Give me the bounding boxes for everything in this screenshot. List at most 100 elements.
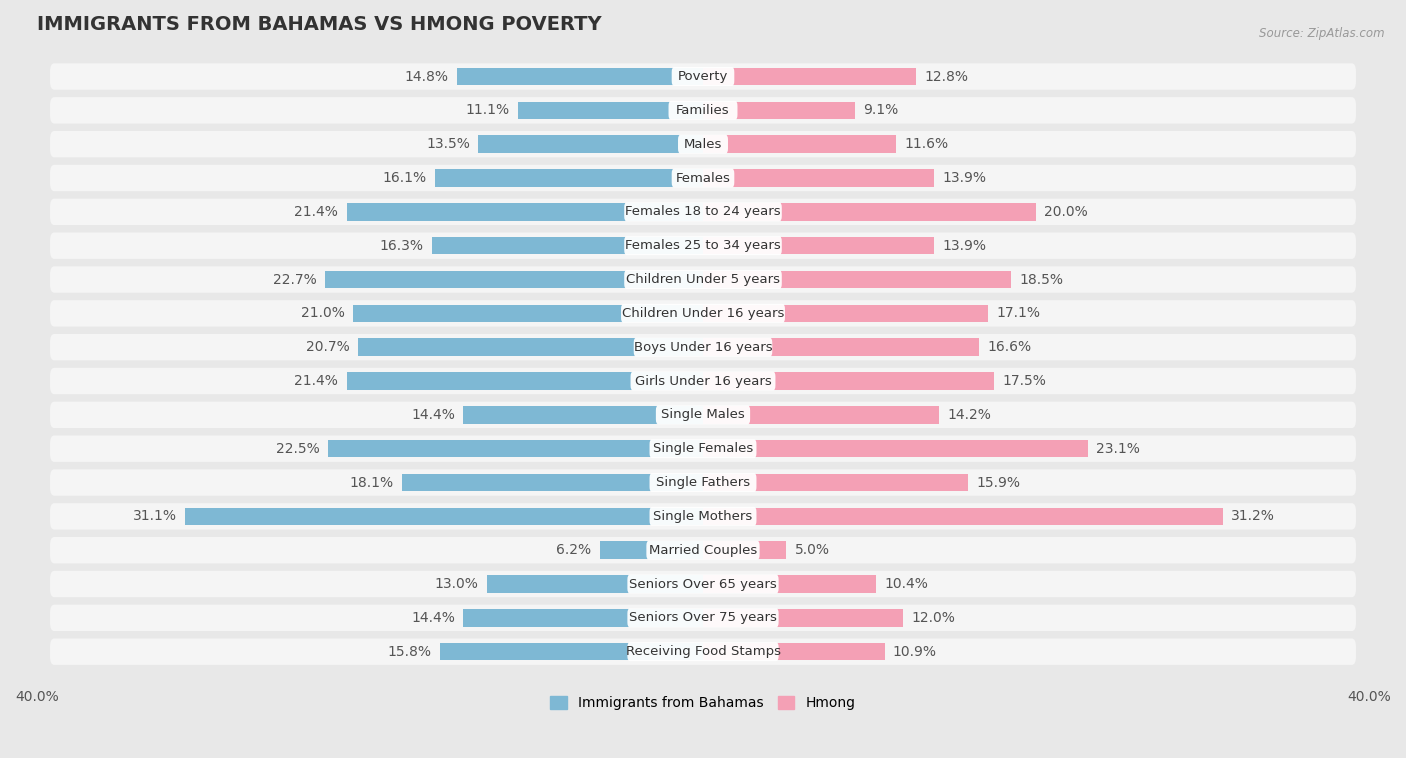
FancyBboxPatch shape	[655, 406, 751, 424]
Bar	[703, 541, 786, 559]
Bar	[359, 338, 703, 356]
FancyBboxPatch shape	[624, 236, 782, 255]
Text: 10.9%: 10.9%	[893, 645, 936, 659]
Text: 14.4%: 14.4%	[411, 408, 456, 422]
FancyBboxPatch shape	[627, 575, 779, 594]
Text: Children Under 5 years: Children Under 5 years	[626, 273, 780, 286]
FancyBboxPatch shape	[627, 609, 779, 628]
Text: 11.1%: 11.1%	[465, 103, 510, 117]
Bar	[703, 102, 855, 119]
Bar	[329, 440, 703, 458]
FancyBboxPatch shape	[51, 300, 1355, 327]
Bar	[703, 474, 967, 491]
Bar	[703, 406, 939, 424]
FancyBboxPatch shape	[630, 371, 776, 390]
Text: Married Couples: Married Couples	[650, 543, 756, 556]
FancyBboxPatch shape	[51, 436, 1355, 462]
FancyBboxPatch shape	[51, 266, 1355, 293]
Text: 13.0%: 13.0%	[434, 577, 478, 591]
FancyBboxPatch shape	[51, 131, 1355, 158]
Legend: Immigrants from Bahamas, Hmong: Immigrants from Bahamas, Hmong	[546, 691, 860, 716]
Text: 18.1%: 18.1%	[349, 475, 394, 490]
FancyBboxPatch shape	[51, 199, 1355, 225]
Text: Females 25 to 34 years: Females 25 to 34 years	[626, 240, 780, 252]
Bar	[434, 169, 703, 186]
Text: 12.0%: 12.0%	[911, 611, 955, 625]
Bar	[703, 508, 1223, 525]
Bar	[703, 237, 935, 255]
Text: 16.3%: 16.3%	[380, 239, 423, 252]
Bar	[703, 203, 1036, 221]
FancyBboxPatch shape	[51, 334, 1355, 360]
FancyBboxPatch shape	[650, 439, 756, 458]
Text: 21.0%: 21.0%	[301, 306, 344, 321]
FancyBboxPatch shape	[51, 571, 1355, 597]
Text: 16.1%: 16.1%	[382, 171, 426, 185]
FancyBboxPatch shape	[621, 304, 785, 323]
FancyBboxPatch shape	[624, 202, 782, 221]
Text: Single Females: Single Females	[652, 442, 754, 456]
Text: 10.4%: 10.4%	[884, 577, 928, 591]
FancyBboxPatch shape	[51, 537, 1355, 563]
FancyBboxPatch shape	[650, 473, 756, 492]
Text: Females 18 to 24 years: Females 18 to 24 years	[626, 205, 780, 218]
FancyBboxPatch shape	[647, 540, 759, 559]
Text: 18.5%: 18.5%	[1019, 273, 1063, 287]
Bar	[347, 203, 703, 221]
Text: Source: ZipAtlas.com: Source: ZipAtlas.com	[1260, 27, 1385, 39]
Bar	[703, 338, 980, 356]
FancyBboxPatch shape	[51, 503, 1355, 530]
Text: Children Under 16 years: Children Under 16 years	[621, 307, 785, 320]
Bar	[703, 609, 903, 627]
Bar	[440, 643, 703, 660]
Bar	[703, 271, 1011, 288]
Text: 15.9%: 15.9%	[976, 475, 1021, 490]
Text: 14.2%: 14.2%	[948, 408, 991, 422]
Text: 6.2%: 6.2%	[557, 543, 592, 557]
FancyBboxPatch shape	[51, 605, 1355, 631]
FancyBboxPatch shape	[668, 101, 738, 120]
Bar	[325, 271, 703, 288]
Bar	[463, 406, 703, 424]
FancyBboxPatch shape	[51, 402, 1355, 428]
Text: 15.8%: 15.8%	[388, 645, 432, 659]
Text: Single Mothers: Single Mothers	[654, 510, 752, 523]
FancyBboxPatch shape	[672, 168, 734, 187]
Text: 13.9%: 13.9%	[943, 239, 987, 252]
Bar	[703, 440, 1088, 458]
Text: 5.0%: 5.0%	[794, 543, 830, 557]
Text: 14.8%: 14.8%	[404, 70, 449, 83]
Text: 12.8%: 12.8%	[925, 70, 969, 83]
Text: Families: Families	[676, 104, 730, 117]
Text: 17.1%: 17.1%	[995, 306, 1040, 321]
Bar	[703, 372, 994, 390]
Text: Males: Males	[683, 138, 723, 151]
Text: 22.7%: 22.7%	[273, 273, 316, 287]
Bar	[486, 575, 703, 593]
Text: Receiving Food Stamps: Receiving Food Stamps	[626, 645, 780, 658]
Bar	[402, 474, 703, 491]
Text: 22.5%: 22.5%	[276, 442, 321, 456]
FancyBboxPatch shape	[51, 64, 1355, 89]
FancyBboxPatch shape	[51, 233, 1355, 259]
Text: 14.4%: 14.4%	[411, 611, 456, 625]
FancyBboxPatch shape	[678, 135, 728, 154]
Text: IMMIGRANTS FROM BAHAMAS VS HMONG POVERTY: IMMIGRANTS FROM BAHAMAS VS HMONG POVERTY	[37, 15, 602, 34]
Bar	[457, 67, 703, 86]
Text: 9.1%: 9.1%	[863, 103, 898, 117]
FancyBboxPatch shape	[51, 368, 1355, 394]
Bar	[703, 136, 896, 153]
FancyBboxPatch shape	[51, 97, 1355, 124]
Text: Seniors Over 75 years: Seniors Over 75 years	[628, 612, 778, 625]
Bar	[353, 305, 703, 322]
FancyBboxPatch shape	[672, 67, 734, 86]
FancyBboxPatch shape	[627, 642, 779, 661]
Bar	[600, 541, 703, 559]
Text: 17.5%: 17.5%	[1002, 374, 1046, 388]
Bar	[703, 575, 876, 593]
Text: 16.6%: 16.6%	[988, 340, 1032, 354]
FancyBboxPatch shape	[624, 270, 782, 289]
Text: Girls Under 16 years: Girls Under 16 years	[634, 374, 772, 387]
Bar	[347, 372, 703, 390]
FancyBboxPatch shape	[650, 507, 756, 526]
